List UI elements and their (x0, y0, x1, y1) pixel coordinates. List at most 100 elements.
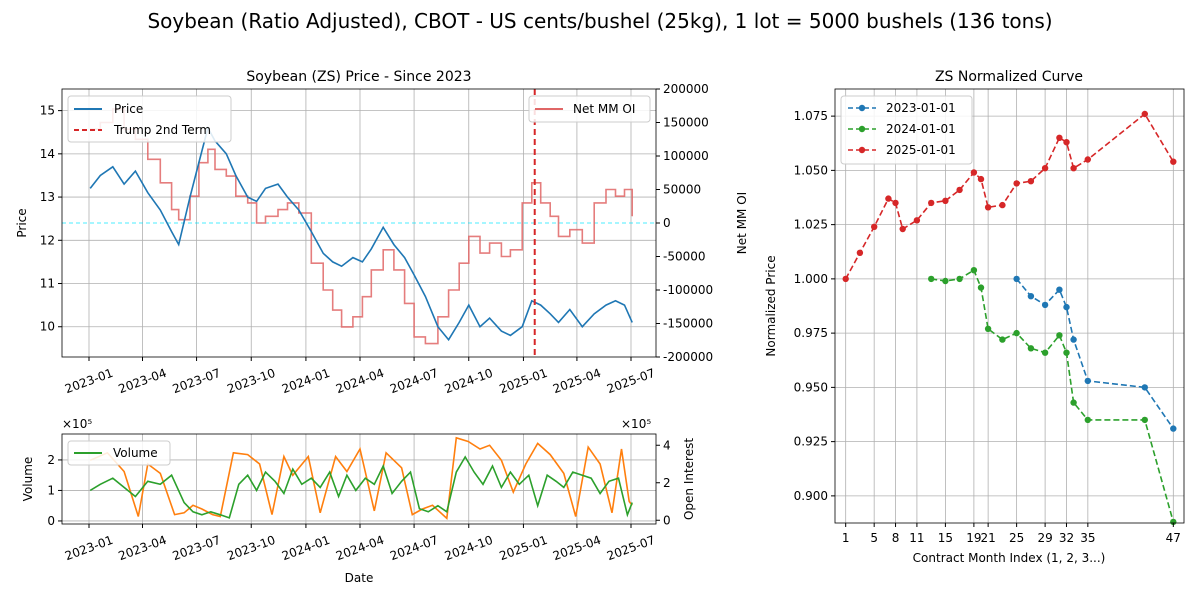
y-tick-label: 0.925 (794, 435, 828, 449)
y-tick-label: 10 (40, 320, 55, 334)
price-y-label: Price (15, 208, 29, 237)
x-tick-label: 2025-01 (497, 366, 549, 396)
curve-point (956, 275, 963, 283)
x-tick-label: 47 (1166, 531, 1181, 545)
curve-point (1027, 345, 1035, 352)
y-tick-label: 11 (40, 277, 55, 291)
curve-point (1041, 165, 1049, 172)
y2-tick-label: 0 (663, 513, 671, 527)
legend-price-label: Price (114, 102, 143, 116)
y2-tick-label: 0 (663, 216, 671, 230)
volume-legend: Volume (67, 440, 171, 466)
curve-point (885, 195, 892, 202)
curve-point (999, 201, 1006, 209)
curve-point (899, 225, 906, 233)
x-tick-label: 32 (1059, 531, 1074, 545)
curve-point (999, 336, 1006, 343)
curve-point (942, 197, 949, 204)
x-tick-label: 2024-07 (388, 533, 440, 563)
curve-line (1015, 278, 1174, 430)
curve-point (1070, 336, 1077, 343)
curve-axes-frame (834, 88, 1185, 524)
y-tick-label: 15 (40, 104, 55, 118)
legend-label: 2025-01-01 (886, 143, 956, 157)
x-tick-label: 2023-10 (225, 366, 277, 396)
curve-point (1084, 377, 1092, 385)
curve-point (1027, 293, 1035, 300)
curve-point (1056, 286, 1063, 293)
y-tick-label: 1 (47, 483, 55, 497)
net-mm-oi-line (90, 108, 633, 345)
curve-point (1170, 518, 1177, 526)
legend-label: 2024-01-01 (886, 122, 956, 136)
curve-x-label: Contract Month Index (1, 2, 3...) (913, 551, 1106, 565)
volume-x-ticks: 2023-01 2023-04 2023-07 2023-10 2024-01 2024-… (63, 524, 657, 563)
x-tick-label: 2024-01 (280, 533, 332, 563)
price-y-ticks: 10 11 12 13 14 15 (40, 104, 62, 334)
legend-marker (858, 125, 866, 133)
x-tick-label: 2024-10 (443, 366, 495, 396)
price-line (89, 125, 633, 342)
x-tick-label: 25 (1009, 531, 1024, 545)
y-tick-label: 12 (40, 233, 55, 247)
x-tick-label: 2023-07 (171, 366, 223, 396)
volume-y-label: Volume (21, 457, 35, 502)
price-panel-title: Soybean (ZS) Price - Since 2023 (246, 69, 471, 85)
net-mm-y-ticks: -200000 -150000 -100000 -50000 0 50000 100000 1… (656, 82, 713, 364)
volume-line (89, 455, 633, 519)
curve-legend: 2023-01-01 2024-01-01 2025-01-01 (840, 95, 973, 165)
y2-tick-label: -200000 (663, 350, 713, 364)
curve-point (1084, 156, 1092, 163)
curve-point (956, 186, 963, 194)
x-tick-label: 2025-01 (497, 533, 549, 563)
x-tick-label: 2023-10 (225, 533, 277, 563)
curve-point (1070, 399, 1077, 406)
legend-volume-label: Volume (113, 446, 158, 460)
x-tick-label: 2023-01 (63, 533, 115, 563)
curve-point (928, 199, 935, 207)
curve-series (842, 110, 1177, 526)
x-tick-label: 2025-04 (551, 533, 603, 563)
curve-point (1013, 329, 1020, 337)
curve-panel: ZS Normalized Curve 0.900 0.925 0.950 0.975… (764, 69, 1185, 565)
x-tick-label: 2025-04 (551, 366, 603, 396)
x-tick-label: 11 (909, 531, 924, 545)
x-tick-label: 2023-01 (63, 366, 115, 396)
curve-point (1027, 178, 1035, 185)
x-tick-label: 2024-07 (388, 366, 440, 396)
curve-point (1084, 416, 1092, 424)
price-x-ticks: 2023-01 2023-04 2023-07 2023-10 2024-01 2024-… (63, 357, 657, 396)
curve-point (871, 223, 878, 230)
volume-y-ticks: 0 1 2 (47, 453, 62, 528)
curve-point (1056, 134, 1063, 141)
x-tick-label: 2025-07 (605, 366, 657, 396)
volume-panel: 012 0 2 4 2023-01 2023-04 2023-07 2023-10 2024… (21, 417, 696, 585)
curve-point (970, 267, 978, 274)
legend-trump-label: Trump 2nd Term (113, 123, 211, 137)
curve-point (913, 217, 921, 224)
x-tick-label: 19 (966, 531, 981, 545)
x-tick-label: 2024-04 (334, 533, 386, 563)
curve-point (1170, 425, 1177, 432)
curve-point (970, 169, 978, 176)
y2-tick-label: 50000 (663, 183, 701, 197)
y-tick-label: 1.075 (794, 109, 828, 123)
x-tick-label: 2024-04 (334, 366, 386, 396)
y2-tick-label: 2 (663, 476, 671, 490)
x-tick-label: 8 (892, 531, 900, 545)
curve-point (1141, 416, 1149, 424)
curve-point (1070, 165, 1077, 172)
curve-point (856, 249, 864, 256)
curve-point (928, 275, 935, 283)
legend-marker (858, 104, 866, 112)
y-tick-label: 0.900 (794, 489, 828, 503)
x-tick-label: 2024-01 (280, 366, 332, 396)
curve-point (1063, 349, 1070, 356)
y-tick-label: 0.950 (794, 380, 828, 394)
curve-point (984, 204, 992, 211)
x-tick-label: 2023-04 (117, 366, 169, 396)
y2-tick-label: 4 (663, 438, 671, 452)
y-tick-label: 14 (40, 147, 55, 161)
open-interest-y-ticks: 0 2 4 (656, 438, 671, 527)
